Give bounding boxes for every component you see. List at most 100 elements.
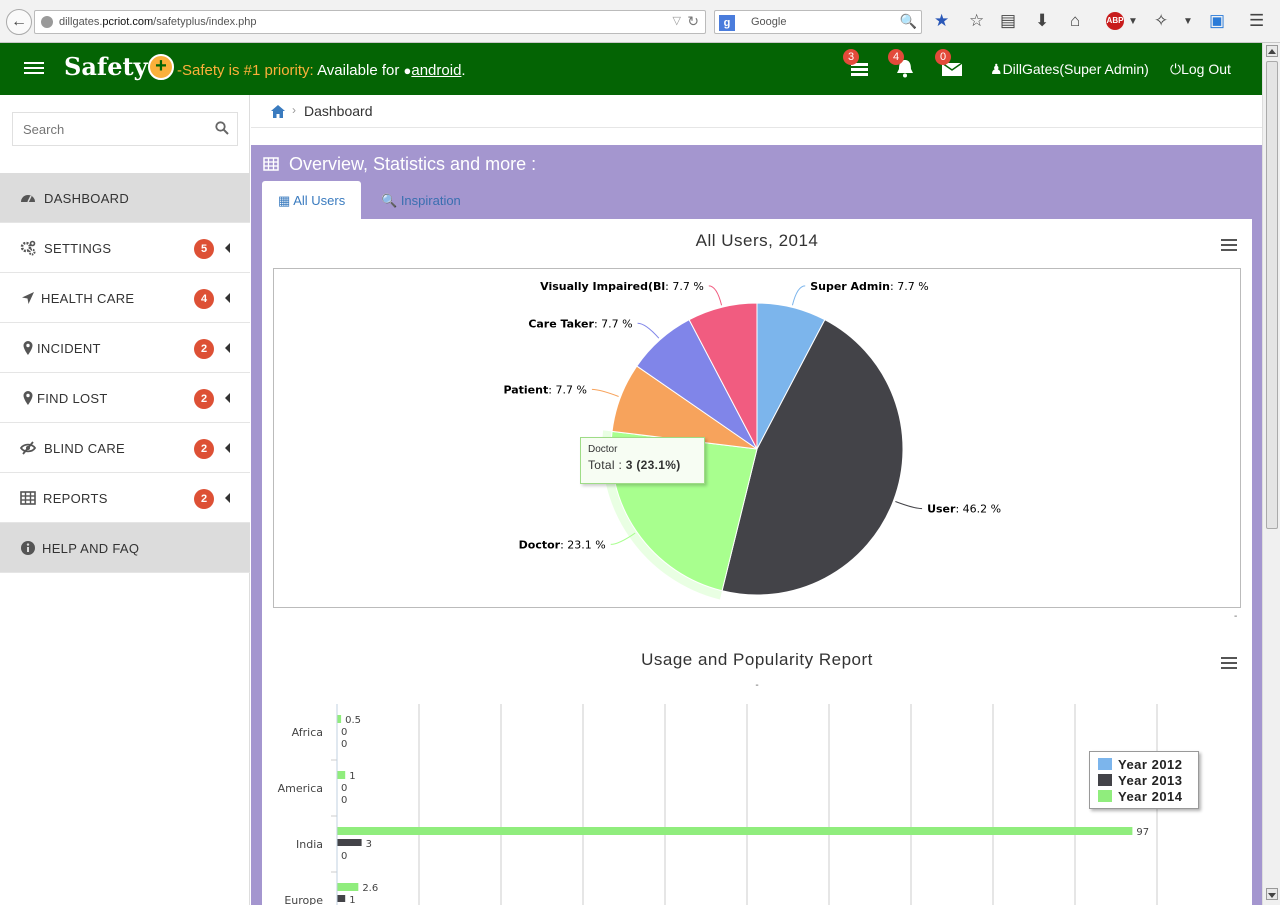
pie-connector [591, 388, 619, 397]
notifications-button[interactable]: 4 [888, 49, 916, 79]
caret-left-icon [225, 343, 230, 353]
bar[interactable] [337, 715, 342, 723]
brand-logo[interactable]: Safety [64, 52, 148, 81]
pie-connector [708, 285, 723, 306]
bar[interactable] [337, 839, 362, 846]
reload-icon[interactable]: ↻ [687, 13, 699, 29]
bar-chart-legend: Year 2012 Year 2013 Year 2014 [1089, 751, 1199, 809]
tasks-button[interactable]: 3 [843, 49, 871, 79]
sidebar-item-help-faq[interactable]: HELP AND FAQ [0, 523, 250, 573]
sidebar-item-blind-care[interactable]: BLIND CARE 2 [0, 423, 250, 473]
tasks-badge: 3 [843, 49, 859, 65]
brand-cross-icon: + [148, 54, 174, 80]
location-arrow-icon [22, 292, 34, 304]
tab-all-users[interactable]: ▦ All Users [262, 181, 361, 219]
browser-search-box[interactable]: g Google 🔍 [714, 10, 922, 34]
logout-button[interactable]: ⏻Log Out [1170, 61, 1231, 77]
page-scrollbar[interactable] [1262, 43, 1280, 905]
bar[interactable] [337, 827, 1133, 835]
gears-icon [20, 240, 36, 256]
bar[interactable] [337, 771, 346, 779]
scroll-thumb[interactable] [1266, 61, 1278, 529]
info-circle-icon [21, 541, 35, 555]
sidebar-item-reports[interactable]: REPORTS 2 [0, 473, 250, 523]
chart-menu-icon[interactable] [1221, 657, 1237, 669]
home-icon[interactable]: ⌂ [1070, 11, 1081, 30]
caret-left-icon [225, 493, 230, 503]
browser-menu-icon[interactable]: ☰ [1249, 11, 1265, 30]
bar-value-label: 0 [341, 783, 347, 794]
url-bar[interactable]: dillgates.pcriot.com/safetyplus/index.ph… [34, 10, 706, 34]
bar[interactable] [337, 883, 359, 891]
legend-item-2012[interactable]: Year 2012 [1098, 757, 1198, 773]
map-marker-icon [23, 391, 33, 405]
sidebar-item-settings[interactable]: SETTINGS 5 [0, 223, 250, 273]
browser-toolbar: ← dillgates.pcriot.com/safetyplus/index.… [0, 0, 1280, 43]
bell-icon [897, 60, 913, 78]
window-icon[interactable]: ▣ [1209, 11, 1226, 30]
home-icon[interactable] [271, 105, 285, 118]
chart-menu-icon[interactable] [1221, 239, 1237, 251]
user-menu[interactable]: ♟DillGates(Super Admin) [990, 61, 1149, 77]
url-dropdown-icon[interactable]: ▽ [672, 15, 681, 27]
pie-connector [637, 322, 660, 339]
bar[interactable] [337, 895, 346, 902]
chevron-down-icon[interactable]: ▼ [1183, 16, 1193, 27]
bar-value-label: 0 [341, 795, 347, 806]
notifications-badge: 4 [888, 49, 904, 65]
adblock-icon[interactable]: ABP [1106, 12, 1124, 30]
breadcrumb-separator-icon: › [292, 103, 296, 117]
tagline-available: Available for [317, 62, 400, 79]
bar-value-label: 0.5 [345, 715, 361, 726]
search-icon[interactable] [215, 121, 229, 135]
back-button[interactable]: ← [6, 9, 32, 35]
bar-value-label: 97 [1136, 827, 1149, 838]
bookmark-star-icon[interactable]: ☆ [969, 11, 985, 30]
power-icon: ⏻ [1170, 61, 1182, 77]
reports-badge: 2 [194, 489, 214, 509]
sidebar-item-dashboard[interactable]: DASHBOARD [0, 173, 250, 223]
eye-slash-icon [20, 441, 36, 455]
android-link[interactable]: android [411, 62, 462, 79]
legend-item-2013[interactable]: Year 2013 [1098, 773, 1198, 789]
bar-chart-title: Usage and Popularity Report [641, 650, 873, 669]
search-icon: 🔍 [381, 193, 398, 208]
bar-value-label: 0 [341, 739, 347, 750]
scroll-down-button[interactable] [1266, 888, 1278, 900]
url-text: dillgates.pcriot.com/safetyplus/index.ph… [59, 16, 257, 28]
bar-value-label: 0 [341, 727, 347, 738]
sidebar-toggle-icon[interactable] [24, 59, 44, 77]
tab-inspiration[interactable]: 🔍 Inspiration [381, 193, 461, 208]
android-icon: ● [403, 63, 412, 78]
chevron-down-icon[interactable]: ▼ [1128, 16, 1138, 27]
messages-badge: 0 [935, 49, 951, 65]
sidebar-item-health-care[interactable]: HEALTH CARE 4 [0, 273, 250, 323]
pie-label: User: 46.2 % [927, 503, 1001, 516]
scroll-up-button[interactable] [1266, 45, 1278, 57]
pie-label: Patient: 7.7 % [503, 383, 586, 396]
sidebar-item-incident[interactable]: INCIDENT 2 [0, 323, 250, 373]
messages-button[interactable]: 0 [935, 49, 963, 79]
health-care-badge: 4 [194, 289, 214, 309]
translate-icon[interactable]: ★ [934, 11, 950, 30]
top-navbar: Safety + -Safety is #1 priority: Availab… [0, 43, 1262, 95]
reading-list-icon[interactable]: ▤ [1000, 11, 1017, 30]
pie-connector [895, 501, 923, 510]
caret-left-icon [225, 443, 230, 453]
search-icon[interactable]: 🔍 [899, 13, 917, 29]
legend-item-2014[interactable]: Year 2014 [1098, 789, 1198, 805]
caret-left-icon [225, 293, 230, 303]
settings-badge: 5 [194, 239, 214, 259]
table-icon [20, 491, 36, 505]
sidebar-item-find-lost[interactable]: FIND LOST 2 [0, 373, 250, 423]
extension-icon[interactable]: ✧ [1154, 11, 1169, 30]
map-marker-icon [23, 341, 33, 355]
pie-slice[interactable] [721, 319, 904, 596]
pie-slice[interactable] [688, 302, 758, 450]
browser-search-input[interactable]: Google [751, 16, 787, 28]
sidebar-search-input[interactable] [13, 113, 203, 145]
download-icon[interactable]: ⬇ [1035, 11, 1050, 30]
tagline-priority: -Safety is #1 priority: [177, 62, 314, 79]
panel-title: Overview, Statistics and more : [289, 154, 537, 174]
bar-chart-icon: ▦ [278, 193, 291, 208]
